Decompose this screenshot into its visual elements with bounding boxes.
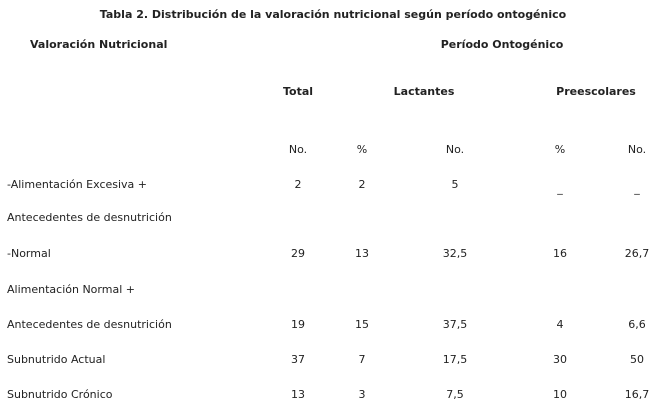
subcolumn-header: No. bbox=[288, 143, 308, 156]
table-cell: 2 bbox=[358, 178, 366, 191]
table-cell: 17,5 bbox=[442, 353, 468, 366]
table-cell: 37,5 bbox=[442, 318, 468, 331]
table-cell: 26,7 bbox=[624, 247, 650, 260]
row-header-label: Valoración Nutricional bbox=[30, 38, 168, 51]
table-cell: 50 bbox=[630, 353, 644, 366]
group-header-label: Período Ontogénico bbox=[440, 38, 564, 51]
row-label: Subnutrido Crónico bbox=[7, 388, 113, 401]
subcolumn-header: No. bbox=[627, 143, 647, 156]
row-label: Antecedentes de desnutrición bbox=[7, 211, 172, 224]
table-cell: 19 bbox=[291, 318, 305, 331]
subcolumn-header: % bbox=[554, 143, 566, 156]
table-cell: 7,5 bbox=[446, 388, 464, 401]
table-cell: 7 bbox=[358, 353, 366, 366]
table-cell: _ bbox=[557, 182, 563, 195]
table-cell: 29 bbox=[291, 247, 305, 260]
row-label: Alimentación Normal + bbox=[7, 283, 135, 296]
table-cell: 13 bbox=[291, 388, 305, 401]
table-cell: _ bbox=[634, 182, 640, 195]
column-group-total: Total bbox=[282, 85, 314, 98]
column-group-lactantes: Lactantes bbox=[393, 85, 455, 98]
subcolumn-header: % bbox=[356, 143, 368, 156]
table-cell: 4 bbox=[556, 318, 564, 331]
row-label: -Alimentación Excesiva + bbox=[7, 178, 148, 191]
table-cell: 6,6 bbox=[628, 318, 646, 331]
table-cell: 30 bbox=[553, 353, 567, 366]
table-cell: 16 bbox=[553, 247, 567, 260]
column-group-preescolares: Preescolares bbox=[556, 85, 636, 98]
table-cell: 16,7 bbox=[624, 388, 650, 401]
table-cell: 13 bbox=[355, 247, 369, 260]
table-cell: 15 bbox=[355, 318, 369, 331]
table-cell: 32,5 bbox=[442, 247, 468, 260]
subcolumn-header: No. bbox=[445, 143, 465, 156]
table-cell: 5 bbox=[451, 178, 459, 191]
row-label: Antecedentes de desnutrición bbox=[7, 318, 172, 331]
row-label: -Normal bbox=[7, 247, 51, 260]
table-cell: 3 bbox=[358, 388, 366, 401]
table-cell: 2 bbox=[294, 178, 302, 191]
table-cell: 10 bbox=[553, 388, 567, 401]
table-title: Tabla 2. Distribución de la valoración n… bbox=[99, 8, 567, 21]
row-label: Subnutrido Actual bbox=[7, 353, 106, 366]
table-cell: 37 bbox=[291, 353, 305, 366]
